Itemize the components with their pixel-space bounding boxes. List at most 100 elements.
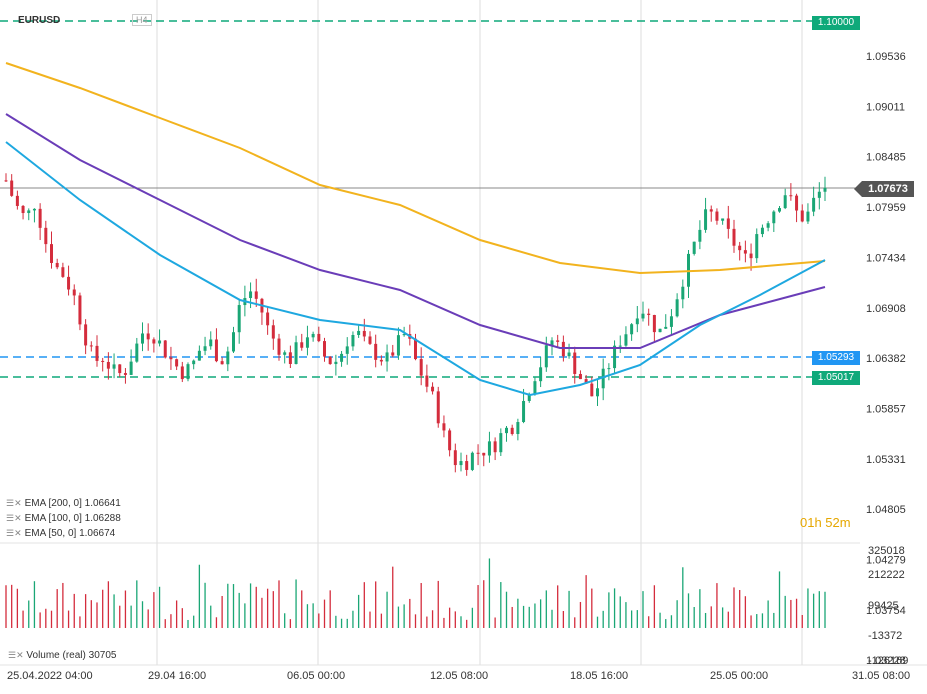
level-tag-1[interactable]: 1.10000 xyxy=(812,16,860,30)
candle-body xyxy=(505,427,508,434)
candle-body xyxy=(146,333,150,340)
candle-body xyxy=(288,352,292,364)
level-tag-3[interactable]: 1.05017 xyxy=(812,371,860,385)
candle-body xyxy=(681,286,685,300)
time-axis-label: 29.04 16:00 xyxy=(148,670,206,682)
price-axis-label: 1.07434 xyxy=(866,252,906,264)
candle-body xyxy=(795,195,799,211)
price-axis-label: 1.06908 xyxy=(866,303,906,315)
candle-body xyxy=(448,430,452,451)
time-axis-label: 18.05 16:00 xyxy=(570,670,628,682)
candle-body xyxy=(118,364,122,374)
volume-axis-label: 212222 xyxy=(868,569,905,581)
candle-body xyxy=(254,291,258,299)
candle-body xyxy=(658,328,662,333)
candle-body xyxy=(106,361,110,369)
candle-body xyxy=(601,368,605,389)
candle-body xyxy=(596,388,599,397)
candle-body xyxy=(50,244,53,263)
candle-body xyxy=(459,461,463,466)
candle-body xyxy=(402,334,406,336)
candle-body xyxy=(698,229,702,242)
volume-label: ☰✕ Volume (real) 30705 xyxy=(8,650,116,661)
price-axis-label: 1.08485 xyxy=(866,152,906,164)
candle-body xyxy=(470,452,474,470)
candle-body xyxy=(516,422,520,435)
candle-body xyxy=(465,461,469,470)
candle-body xyxy=(624,334,628,346)
candle-body xyxy=(141,333,144,344)
candle-body xyxy=(539,367,543,382)
candle-body xyxy=(726,218,730,229)
candle-body xyxy=(721,218,725,221)
price-axis-label: 1.05331 xyxy=(866,454,906,466)
candle-body xyxy=(749,253,753,259)
candle-body xyxy=(783,195,787,209)
candle-body xyxy=(44,227,48,245)
candle-body xyxy=(510,427,514,435)
indicator-ema100[interactable]: ☰✕ EMA [100, 0] 1.06288 xyxy=(6,512,121,525)
candle-body xyxy=(317,333,321,342)
ema-100-line xyxy=(5,113,826,349)
candle-body xyxy=(340,353,344,362)
candle-body xyxy=(300,342,304,348)
ema-200-line xyxy=(5,62,826,275)
indicator-text: EMA [100, 0] 1.06288 xyxy=(24,513,121,524)
candle-body xyxy=(203,346,207,351)
candle-body xyxy=(487,441,491,456)
candle-body xyxy=(613,345,617,369)
time-axis-label: 25.04.2022 04:00 xyxy=(7,670,93,682)
candle-body xyxy=(311,333,315,338)
candle-body xyxy=(129,361,133,375)
candle-body xyxy=(692,241,696,254)
candle-body xyxy=(493,441,497,453)
candle-body xyxy=(226,351,230,365)
time-axis-label: 25.05 00:00 xyxy=(710,670,768,682)
candle-body xyxy=(15,195,19,206)
candle-body xyxy=(396,335,400,356)
current-price-tag: 1.07673 xyxy=(854,181,914,197)
price-axis-label: 1.09536 xyxy=(866,51,906,63)
timeframe-label[interactable]: H4 xyxy=(132,14,152,26)
settings-icon[interactable]: ☰✕ xyxy=(6,513,22,523)
candle-body xyxy=(345,346,349,354)
volume-axis-label: 325018 xyxy=(868,545,905,557)
candle-body xyxy=(186,364,190,380)
candle-body xyxy=(641,313,645,319)
candle-body xyxy=(806,211,810,222)
price-axis-label: 1.06382 xyxy=(866,353,906,365)
level-tag-2[interactable]: 1.05293 xyxy=(812,351,860,365)
candle-body xyxy=(675,299,679,317)
settings-icon[interactable]: ☰✕ xyxy=(6,528,22,538)
candle-body xyxy=(55,262,59,268)
candle-body xyxy=(669,316,673,327)
price-axis-label: 1.04279 xyxy=(866,555,906,567)
indicator-ema50[interactable]: ☰✕ EMA [50, 0] 1.06674 xyxy=(6,527,115,540)
price-axis-label: 1.07959 xyxy=(866,202,906,214)
candle-body xyxy=(442,423,446,431)
candle-body xyxy=(385,352,389,362)
candle-body xyxy=(158,340,162,344)
candle-body xyxy=(755,234,759,259)
candle-body xyxy=(112,364,116,369)
candle-body xyxy=(436,391,440,424)
settings-icon[interactable]: ☰✕ xyxy=(8,650,24,660)
settings-icon[interactable]: ☰✕ xyxy=(6,498,22,508)
candle-body xyxy=(567,352,571,357)
candle-body xyxy=(527,394,531,401)
candle-body xyxy=(351,335,355,347)
candle-body xyxy=(368,336,372,344)
candle-body xyxy=(38,208,42,228)
candle-body xyxy=(220,361,224,365)
bar-timer: 01h 52m xyxy=(800,515,851,530)
volume-label-text: Volume (real) 30705 xyxy=(26,650,117,661)
candle-body xyxy=(214,339,218,362)
candle-body xyxy=(812,197,816,212)
candle-body xyxy=(101,360,105,362)
candle-body xyxy=(249,291,253,299)
candle-body xyxy=(32,208,36,211)
indicator-ema200[interactable]: ☰✕ EMA [200, 0] 1.06641 xyxy=(6,497,121,510)
candle-body xyxy=(89,345,93,347)
